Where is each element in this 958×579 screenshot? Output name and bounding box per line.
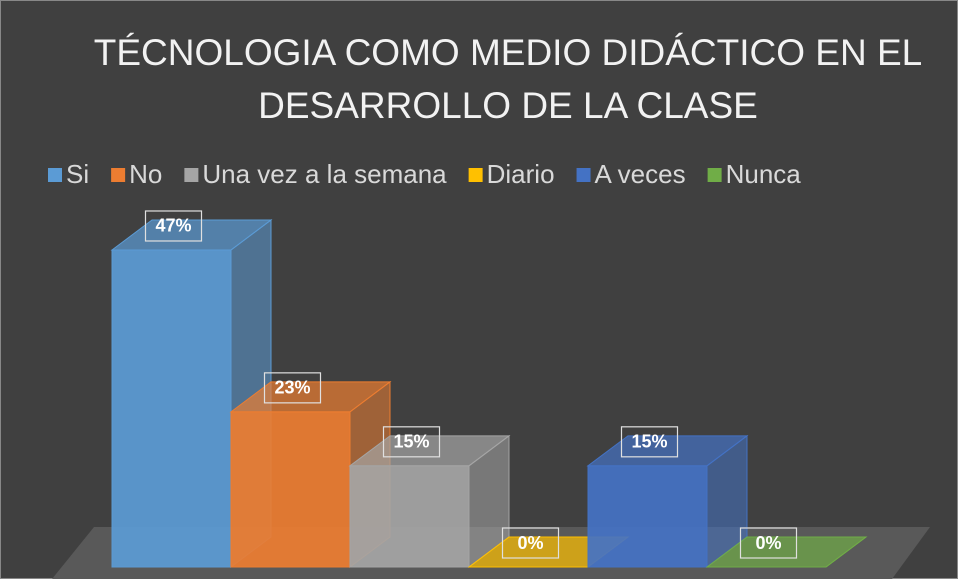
legend-marker (707, 168, 722, 182)
bar (349, 465, 470, 568)
legend-label: Diario (487, 159, 555, 189)
data-label-box (144, 210, 203, 242)
bar (111, 249, 232, 568)
data-label: 23% (274, 378, 310, 398)
chart-title: TÉCNOLOGIA COMO MEDIO DIDÁCTICO EN EL DES… (94, 32, 923, 126)
data-label-box (263, 372, 322, 404)
data-label: 0% (755, 533, 781, 553)
data-label-box (382, 426, 441, 458)
data-label-box (739, 527, 798, 559)
data-label-box (620, 426, 679, 458)
data-label: 47% (155, 216, 191, 236)
bar-top (705, 536, 868, 568)
legend-marker (576, 168, 591, 182)
legend-label: Si (66, 159, 89, 189)
data-label: 15% (631, 432, 667, 452)
legend-marker (184, 168, 199, 182)
bar (587, 465, 708, 568)
data-label-box (501, 527, 560, 559)
data-label: 15% (393, 432, 429, 452)
legend-label: No (129, 159, 162, 189)
legend-marker (48, 168, 62, 182)
bar (230, 411, 351, 568)
legend-marker (111, 168, 126, 182)
legend-label: A veces (595, 159, 686, 189)
legend-label: Una vez a la semana (202, 159, 447, 189)
data-label: 0% (517, 533, 543, 553)
legend-label: Nunca (726, 159, 802, 189)
legend-marker (468, 168, 483, 182)
